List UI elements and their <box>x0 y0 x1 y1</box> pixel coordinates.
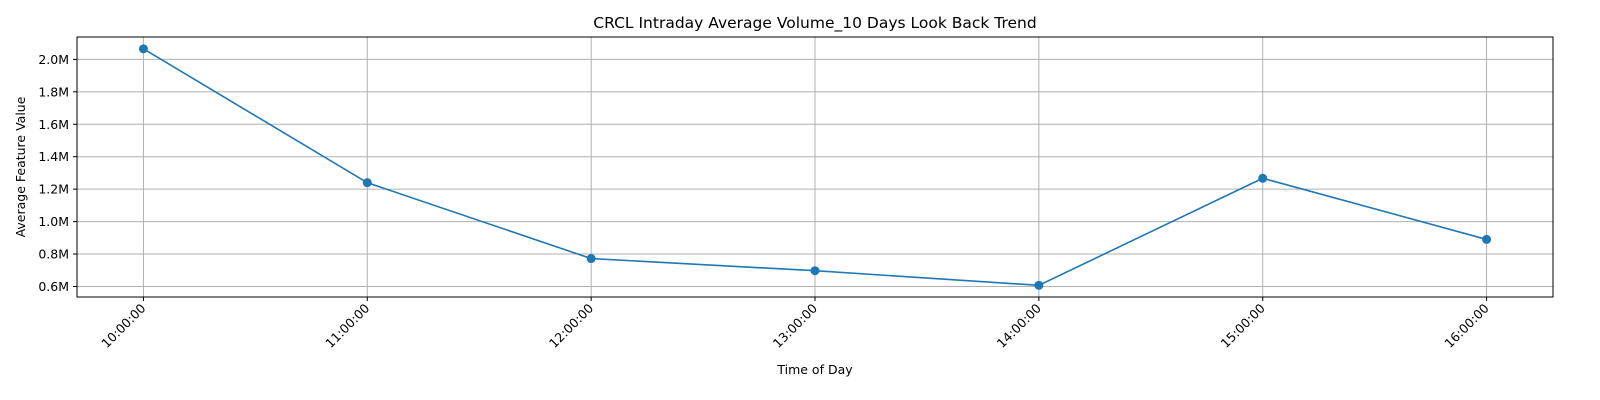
data-point-marker <box>1258 173 1268 183</box>
y-tick-label: 1.2M <box>38 182 69 197</box>
data-point-marker <box>138 44 148 54</box>
x-axis-label: Time of Day <box>776 362 853 377</box>
series-layer <box>138 44 1492 290</box>
y-tick-label: 2.0M <box>38 52 69 67</box>
data-point-marker <box>1034 280 1044 290</box>
chart-title: CRCL Intraday Average Volume_10 Days Loo… <box>593 14 1036 33</box>
data-point-marker <box>810 266 820 276</box>
y-tick-label: 1.6M <box>38 117 69 132</box>
y-axis-label: Average Feature Value <box>13 96 28 237</box>
data-point-marker <box>586 254 596 264</box>
y-tick-label: 1.4M <box>38 149 69 164</box>
data-point-marker <box>1482 234 1492 244</box>
y-tick-label: 0.8M <box>38 247 69 262</box>
y-tick-label: 0.6M <box>38 279 69 294</box>
y-tick-label: 1.0M <box>38 214 69 229</box>
y-tick-label: 1.8M <box>38 84 69 99</box>
data-point-marker <box>362 178 372 188</box>
